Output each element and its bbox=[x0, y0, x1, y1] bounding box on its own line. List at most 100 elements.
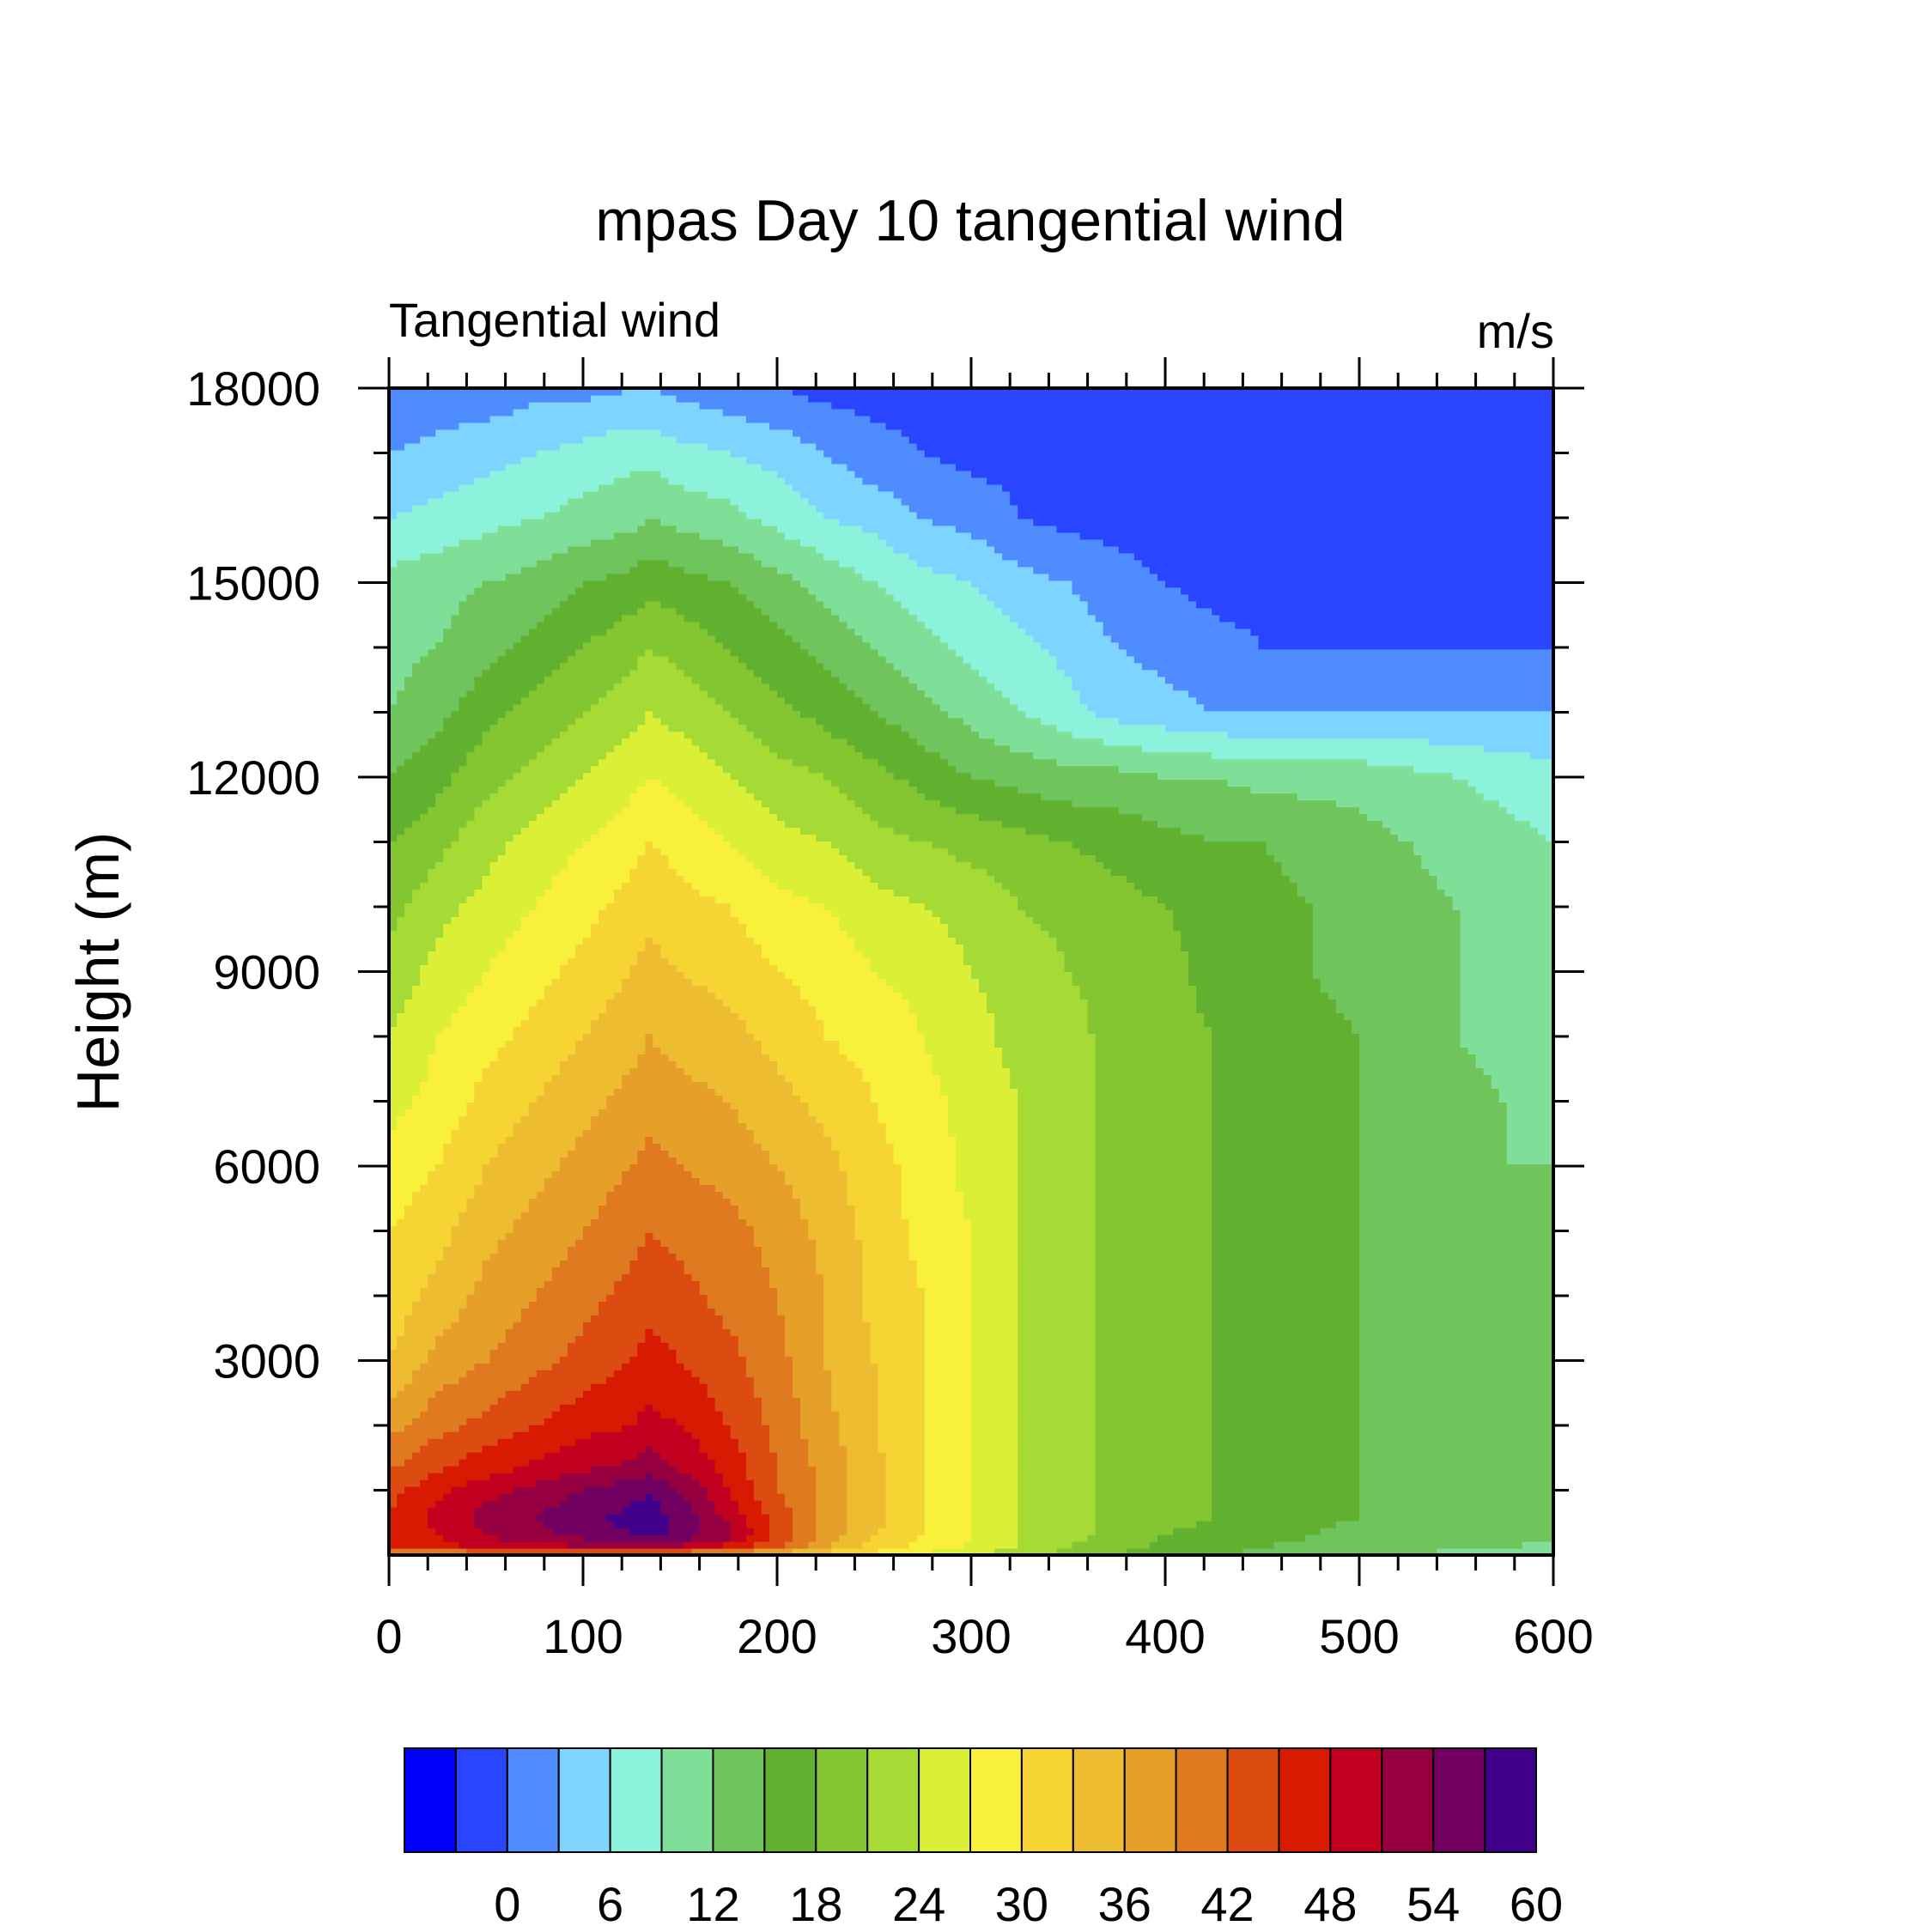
contour-cell bbox=[908, 676, 987, 684]
contour-cell bbox=[660, 1335, 739, 1343]
contour-cell bbox=[847, 621, 926, 629]
contour-cell bbox=[1359, 1191, 1554, 1199]
contour-cell bbox=[1087, 1012, 1205, 1021]
contour-cell bbox=[878, 483, 1003, 492]
colorbar-swatch bbox=[969, 1747, 1023, 1853]
contour-cell bbox=[994, 1012, 1089, 1021]
contour-cell bbox=[389, 1129, 452, 1137]
contour-cell bbox=[404, 1486, 452, 1494]
contour-cell bbox=[389, 1143, 444, 1151]
contour-cell bbox=[443, 1466, 514, 1473]
contour-cell bbox=[924, 1514, 972, 1522]
colorbar-swatch bbox=[866, 1747, 920, 1853]
contour-cell bbox=[660, 944, 762, 952]
contour-cell bbox=[738, 586, 809, 595]
contour-cell bbox=[428, 1060, 491, 1069]
contour-cell bbox=[800, 710, 879, 719]
contour-cell bbox=[676, 662, 747, 671]
contour-cell bbox=[637, 1418, 677, 1425]
contour-cell bbox=[1212, 1129, 1360, 1137]
contour-cell bbox=[745, 1459, 778, 1467]
contour-cell bbox=[924, 1404, 972, 1412]
contour-cell bbox=[505, 648, 576, 657]
contour-cell bbox=[1018, 1438, 1097, 1446]
contour-cell bbox=[404, 1205, 467, 1212]
contour-cell bbox=[1018, 1294, 1097, 1302]
contour-cell bbox=[785, 1342, 824, 1350]
contour-cell bbox=[583, 580, 732, 588]
contour-cell bbox=[1460, 1026, 1554, 1035]
contour-cell bbox=[870, 1095, 949, 1103]
colorbar-swatch bbox=[1329, 1747, 1383, 1853]
contour-cell bbox=[823, 902, 926, 911]
x-tick-label: 0 bbox=[375, 1609, 402, 1663]
contour-cell bbox=[847, 1521, 887, 1528]
contour-cell bbox=[1483, 744, 1554, 753]
colorbar-swatch bbox=[609, 1747, 663, 1853]
contour-cell bbox=[459, 483, 599, 492]
contour-cell bbox=[443, 854, 499, 863]
contour-cell bbox=[389, 889, 413, 897]
contour-cell bbox=[1522, 1541, 1554, 1549]
contour-cell bbox=[653, 1136, 755, 1144]
contour-cell bbox=[389, 813, 421, 822]
contour-cell bbox=[1018, 1301, 1097, 1309]
contour-cell bbox=[908, 834, 1049, 842]
contour-cell bbox=[870, 1321, 926, 1329]
contour-cell bbox=[1460, 978, 1554, 987]
contour-cell bbox=[614, 1370, 693, 1377]
contour-cell bbox=[389, 1376, 413, 1384]
contour-cell bbox=[901, 724, 972, 732]
contour-cell bbox=[1025, 827, 1182, 835]
contour-cell bbox=[1359, 1438, 1554, 1446]
contour-cell bbox=[428, 1514, 476, 1522]
contour-cell bbox=[389, 1541, 459, 1549]
contour-cell bbox=[730, 841, 832, 849]
contour-cell bbox=[497, 951, 576, 959]
contour-cell bbox=[769, 744, 855, 753]
contour-cell bbox=[722, 1191, 793, 1199]
contour-cell bbox=[885, 1521, 926, 1528]
contour-cell bbox=[745, 1122, 824, 1130]
contour-cell bbox=[1359, 1411, 1554, 1419]
contour-cell bbox=[389, 758, 405, 767]
contour-cell bbox=[420, 882, 483, 890]
contour-cell bbox=[971, 1486, 1018, 1494]
contour-cell bbox=[808, 1109, 879, 1116]
contour-cell bbox=[1095, 1349, 1212, 1357]
contour-cell bbox=[1095, 1273, 1212, 1281]
contour-cell bbox=[1018, 1493, 1097, 1501]
contour-cell bbox=[714, 1404, 762, 1412]
contour-cell bbox=[598, 827, 716, 835]
contour-cell bbox=[924, 1308, 972, 1315]
contour-cell bbox=[482, 1177, 545, 1185]
contour-cell bbox=[389, 793, 436, 801]
contour-cell bbox=[528, 1205, 599, 1212]
contour-cell bbox=[808, 1445, 848, 1453]
contour-cell bbox=[1095, 1109, 1212, 1116]
contour-cell bbox=[963, 944, 1058, 952]
contour-cell bbox=[691, 806, 770, 815]
contour-cell bbox=[1173, 909, 1314, 918]
contour-cell bbox=[622, 1363, 685, 1370]
contour-cell bbox=[1095, 1253, 1212, 1261]
contour-cell bbox=[793, 1191, 848, 1199]
contour-cell bbox=[583, 1232, 646, 1240]
contour-cell bbox=[1095, 1232, 1212, 1240]
contour-cell bbox=[420, 655, 499, 664]
contour-cell bbox=[497, 1438, 576, 1446]
contour-cell bbox=[878, 971, 972, 980]
contour-cell bbox=[1212, 1294, 1360, 1302]
contour-cell bbox=[839, 1425, 879, 1432]
contour-cell bbox=[1095, 1473, 1212, 1480]
contour-cell bbox=[730, 710, 801, 719]
contour-cell bbox=[963, 951, 1066, 959]
contour-cell bbox=[622, 1170, 693, 1178]
contour-cell bbox=[629, 1356, 677, 1364]
contour-cell bbox=[1018, 1507, 1097, 1515]
contour-cell bbox=[614, 813, 701, 822]
contour-cell bbox=[971, 1390, 1018, 1398]
contour-cell bbox=[1018, 1218, 1097, 1226]
contour-cell bbox=[730, 1493, 755, 1501]
colorbar-swatch bbox=[1175, 1747, 1229, 1853]
